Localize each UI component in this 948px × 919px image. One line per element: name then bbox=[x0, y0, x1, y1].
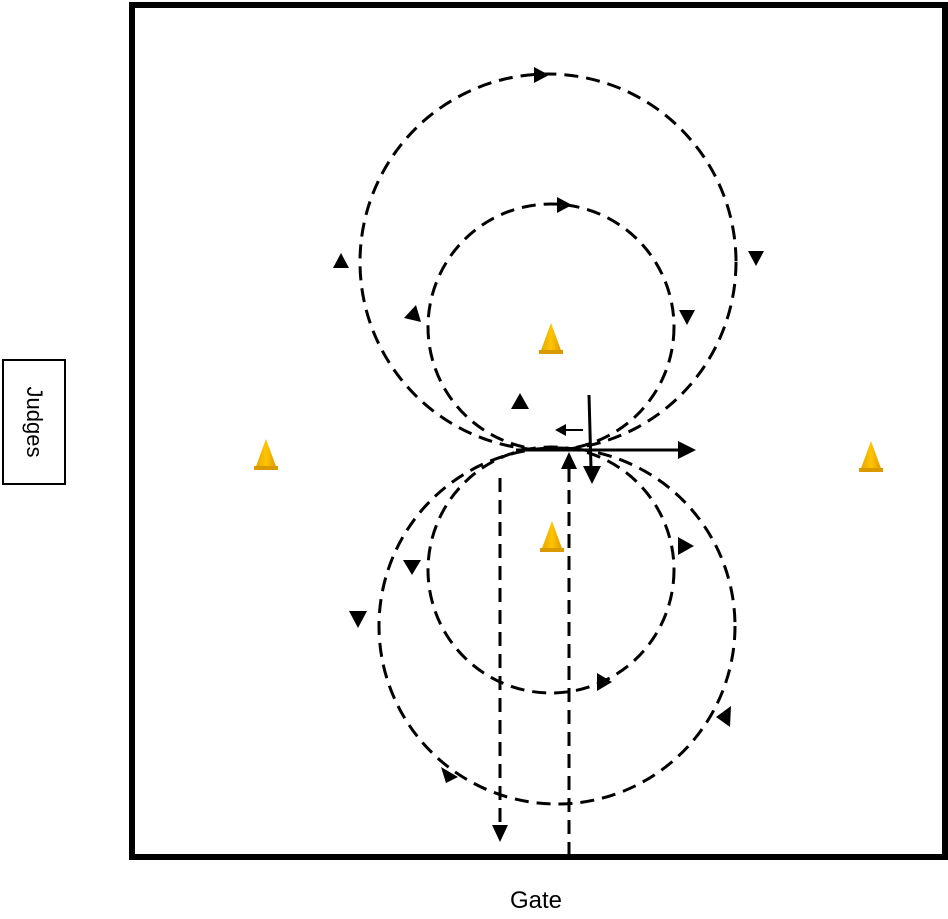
arrowhead-icon bbox=[679, 310, 695, 325]
judges-box: Judges bbox=[2, 359, 66, 485]
arrowhead-icon bbox=[441, 767, 458, 783]
arrowhead-icon bbox=[678, 441, 696, 459]
arrowhead-icon bbox=[716, 706, 731, 727]
upper-small-circle bbox=[426, 202, 676, 452]
reversing-arrows bbox=[516, 394, 696, 484]
path-arrowheads bbox=[333, 67, 764, 842]
arrowhead-icon bbox=[333, 253, 349, 268]
arrowhead-icon bbox=[534, 67, 549, 83]
lower-small-circle bbox=[426, 445, 676, 695]
arrowhead-icon bbox=[678, 537, 694, 555]
arrowhead-icon bbox=[349, 611, 367, 628]
arrowhead-icon bbox=[583, 466, 601, 484]
arrowhead-icon bbox=[404, 305, 421, 322]
arrowhead-icon bbox=[561, 452, 577, 469]
arrowhead-icon bbox=[557, 197, 572, 213]
arrowhead-icon bbox=[492, 825, 508, 842]
arrowhead-icon bbox=[597, 673, 612, 691]
arena-border bbox=[129, 2, 948, 860]
arrowhead-icon bbox=[403, 560, 421, 575]
gate-label: Gate bbox=[510, 887, 563, 914]
arrowhead-icon bbox=[511, 393, 529, 409]
arrowhead-icon bbox=[748, 251, 764, 266]
arrowhead-icon bbox=[555, 424, 566, 436]
